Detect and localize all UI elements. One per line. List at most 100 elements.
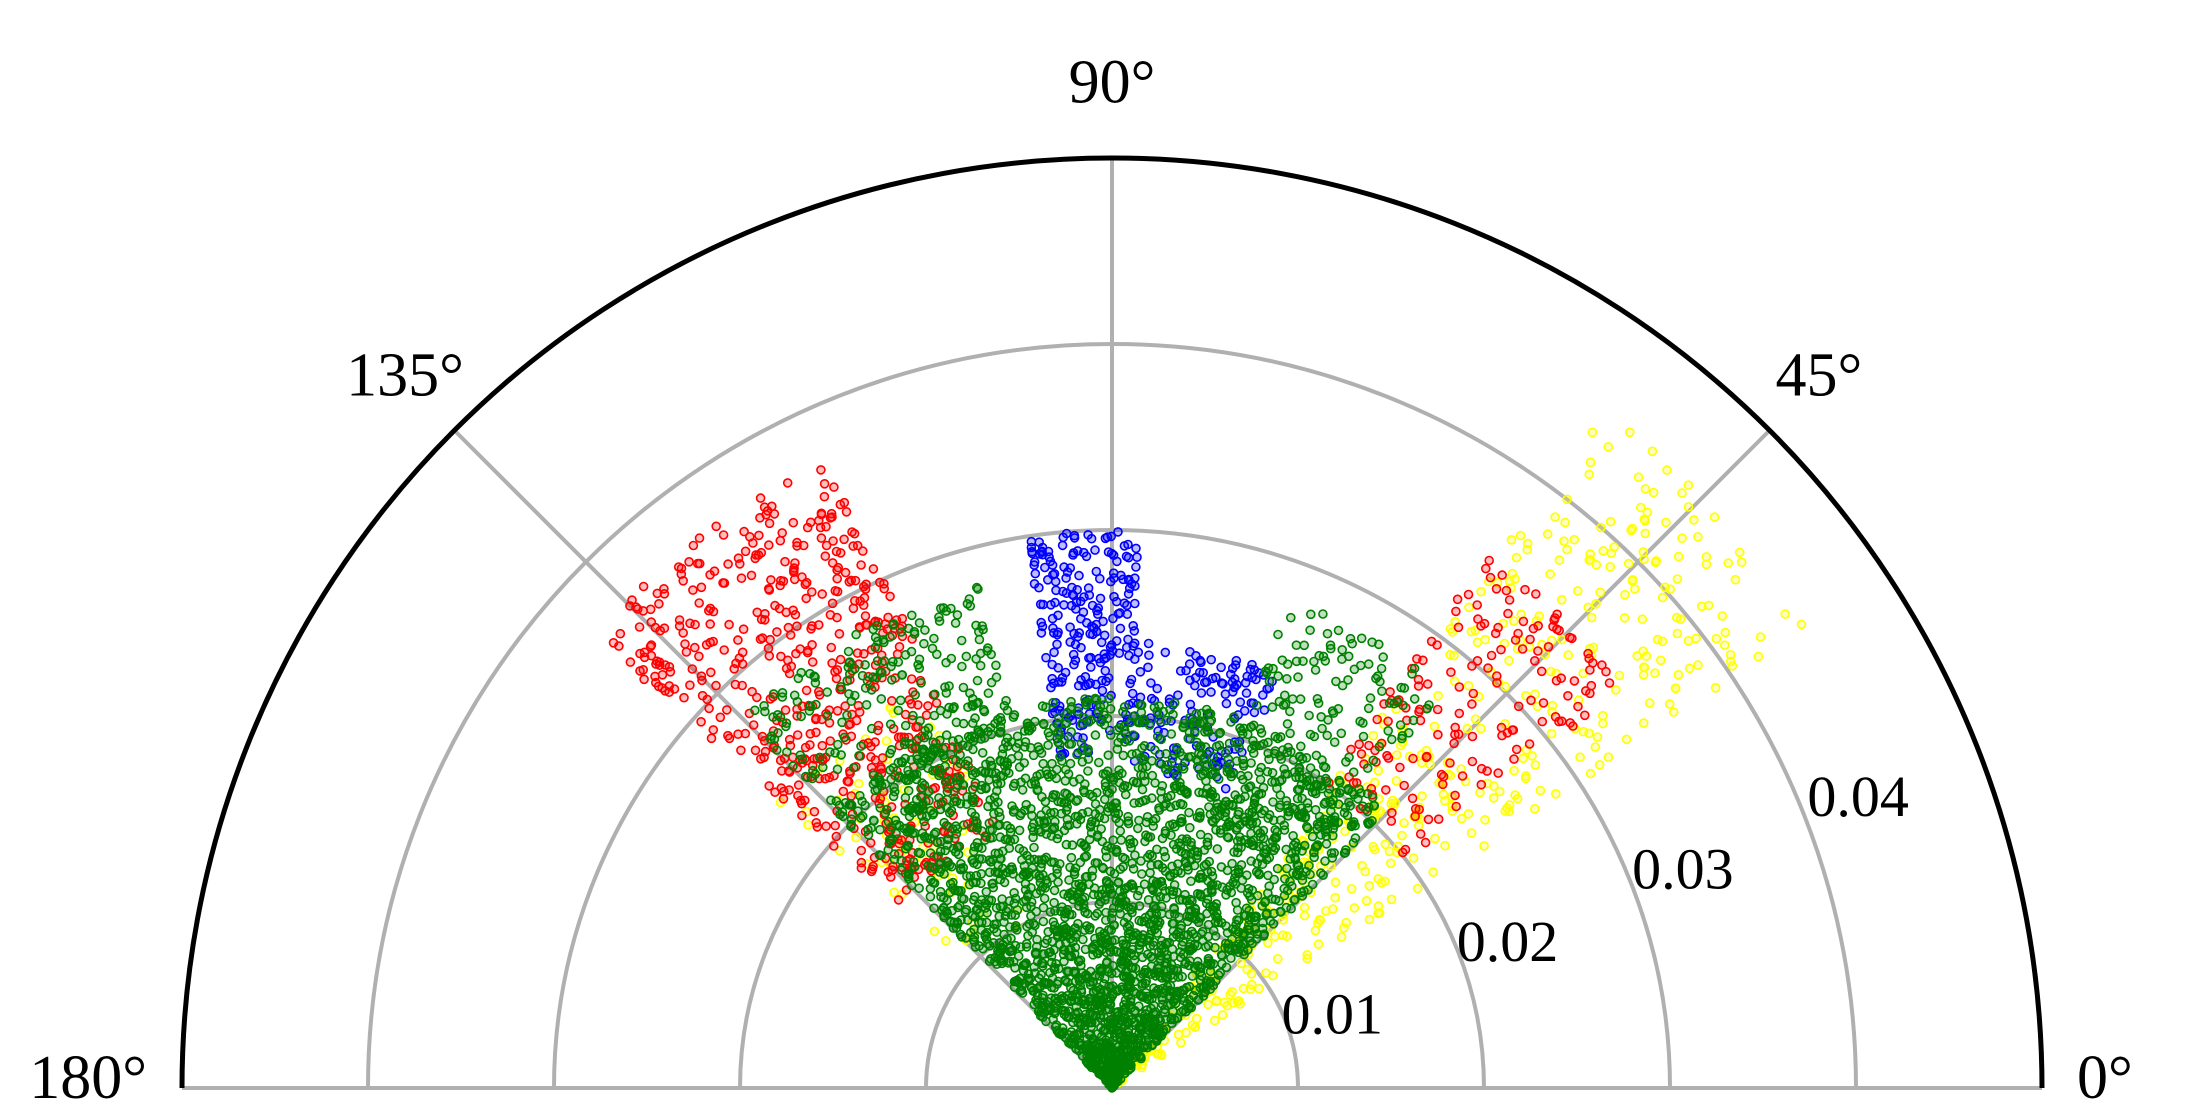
scatter-point (1510, 574, 1520, 584)
scatter-point (1075, 814, 1086, 825)
scatter-point (1280, 769, 1291, 779)
scatter-point (1115, 947, 1126, 958)
scatter-point (1309, 656, 1319, 667)
scatter-point (893, 895, 904, 905)
scatter-point (1020, 884, 1031, 895)
scatter-point (1100, 777, 1111, 788)
scatter-point (1056, 677, 1067, 687)
scatter-point (689, 642, 700, 653)
scatter-point (614, 641, 624, 651)
scatter-point (1235, 697, 1246, 708)
scatter-point (1273, 629, 1283, 640)
scatter-point (1475, 787, 1485, 798)
scatter-point (934, 793, 944, 803)
scatter-point (1081, 551, 1092, 562)
scatter-point (851, 629, 861, 640)
scatter-point (1627, 574, 1638, 585)
scatter-point (1328, 795, 1338, 806)
scatter-point (1412, 883, 1423, 894)
scatter-point (1048, 569, 1058, 580)
scatter-point (1270, 825, 1280, 835)
scatter-point (1106, 993, 1116, 1004)
scatter-point (1438, 779, 1448, 790)
scatter-point (1672, 628, 1683, 639)
scatter-point (1221, 796, 1231, 807)
scatter-point (1097, 944, 1107, 955)
scatter-point (1077, 756, 1088, 767)
scatter-point (1128, 930, 1139, 941)
scatter-point (795, 795, 806, 806)
scatter-point (888, 619, 899, 629)
scatter-point (1310, 665, 1321, 675)
scatter-point (1199, 861, 1209, 871)
scatter-point (1482, 766, 1492, 776)
scatter-point (893, 705, 904, 716)
scatter-point (1451, 606, 1461, 617)
scatter-point (1422, 751, 1432, 762)
scatter-point (1484, 555, 1494, 566)
scatter-point (1263, 870, 1273, 881)
scatter-point (1250, 924, 1261, 935)
scatter-point (1190, 903, 1200, 914)
scatter-point (848, 603, 859, 614)
scatter-point (1084, 653, 1094, 663)
scatter-point (1533, 620, 1543, 631)
scatter-point (1137, 762, 1148, 773)
scatter-point (1098, 616, 1108, 627)
scatter-point (1016, 777, 1026, 788)
scatter-point (1513, 701, 1524, 712)
scatter-point (929, 903, 939, 914)
scatter-point (1017, 988, 1028, 998)
scatter-point (705, 637, 716, 648)
scatter-point (1100, 895, 1110, 905)
scatter-point (1184, 807, 1194, 818)
scatter-point (1556, 716, 1567, 727)
scatter-point (1206, 866, 1217, 877)
scatter-point (1040, 562, 1050, 573)
scatter-point (1144, 650, 1154, 661)
scatter-point (1053, 796, 1063, 807)
scatter-point (1241, 688, 1252, 698)
scatter-point (945, 916, 956, 926)
scatter-point (1650, 668, 1660, 678)
scatter-point (780, 705, 791, 715)
scatter-point (1365, 693, 1376, 703)
scatter-point (1137, 869, 1147, 879)
scatter-point (1311, 750, 1322, 761)
scatter-point (1433, 729, 1443, 740)
scatter-point (1154, 805, 1165, 815)
scatter-point (1289, 840, 1299, 850)
scatter-point (1556, 673, 1566, 684)
scatter-point (1126, 579, 1137, 589)
scatter-point (1147, 770, 1158, 781)
scatter-point (1225, 820, 1235, 831)
scatter-point (1213, 774, 1224, 784)
scatter-point (1128, 962, 1138, 973)
scatter-point (657, 683, 668, 693)
scatter-point (817, 589, 828, 599)
scatter-point (1240, 784, 1250, 794)
scatter-point (1062, 707, 1072, 718)
scatter-point (850, 575, 861, 586)
scatter-point (932, 837, 943, 848)
scatter-point (1239, 705, 1250, 716)
scatter-point (1115, 894, 1125, 904)
scatter-point (832, 705, 843, 716)
scatter-point (911, 803, 922, 814)
scatter-point (1639, 514, 1650, 525)
scatter-point (1390, 798, 1401, 808)
scatter-point (1111, 636, 1122, 646)
scatter-point (645, 604, 656, 615)
scatter-point (829, 482, 839, 492)
scatter-point (1358, 731, 1369, 742)
scatter-point (811, 699, 821, 710)
r-tick-label: 0.01 (1282, 982, 1384, 1047)
scatter-point (1393, 841, 1403, 852)
scatter-point (1515, 530, 1526, 541)
scatter-point (1001, 695, 1011, 706)
scatter-point (906, 880, 917, 891)
scatter-point (1385, 687, 1395, 697)
scatter-point (615, 628, 626, 639)
scatter-point (1395, 720, 1406, 730)
scatter-point (1438, 771, 1449, 782)
